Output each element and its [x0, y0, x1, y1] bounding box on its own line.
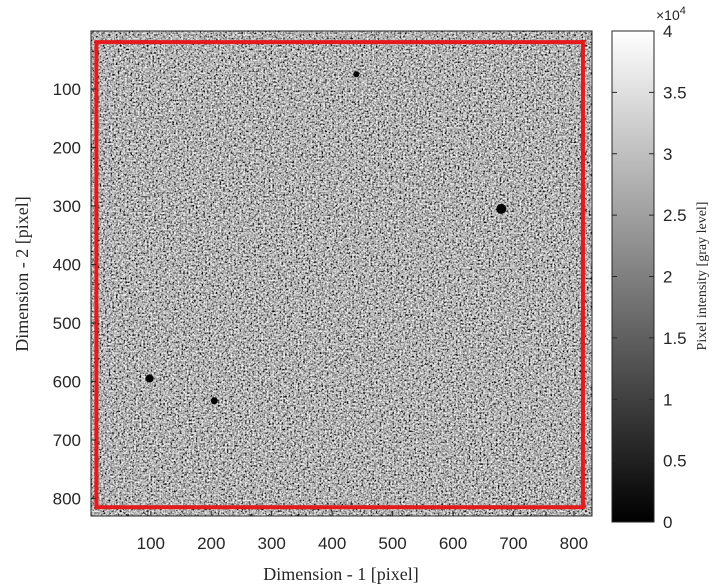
x-tick-label: 700: [499, 534, 527, 553]
x-tick-label: 200: [197, 534, 225, 553]
x-tick-label: 800: [560, 534, 588, 553]
colorbar-gradient: [611, 30, 655, 523]
y-tick-label: 100: [53, 80, 81, 99]
dark-spots: [145, 71, 507, 405]
y-tick-label: 500: [53, 314, 81, 333]
speckle-image: [91, 31, 592, 516]
colorbar-tick-label: 1.5: [663, 329, 687, 348]
x-tick-label: 400: [318, 534, 346, 553]
colorbar-label: Pixel intensity [gray level]: [695, 202, 710, 351]
dark-spot: [210, 397, 218, 405]
x-tick-label: 300: [258, 534, 286, 553]
colorbar-ticks: 0 0.5 1 1.5 2 2.5 3 3.5 4: [612, 22, 687, 532]
colorbar-tick-label: 4: [663, 22, 672, 41]
colorbar-tick-label: 2: [663, 268, 672, 287]
colorbar-multiplier: ×104: [656, 5, 686, 23]
image-area: [90, 30, 593, 517]
x-axis-ticks: 100 200 300 400 500 600 700 800: [137, 511, 588, 553]
dark-spot: [145, 374, 154, 383]
colorbar-tick-label: 3: [663, 145, 672, 164]
colorbar-tick-label: 2.5: [663, 206, 687, 225]
colorbar-multiplier-exponent: 4: [680, 5, 686, 17]
dark-spot: [353, 71, 360, 78]
y-axis-label: Dimension - 2 [pixel]: [12, 196, 32, 351]
y-tick-label: 800: [53, 489, 81, 508]
roi-rectangle: [94, 40, 585, 510]
colorbar: 0 0.5 1 1.5 2 2.5 3 3.5 4 ×104 Pixel intensity […: [611, 5, 710, 532]
y-tick-label: 200: [53, 138, 81, 157]
x-tick-label: 500: [378, 534, 406, 553]
x-tick-label: 100: [137, 534, 165, 553]
y-tick-label: 300: [53, 197, 81, 216]
x-axis-label: Dimension - 1 [pixel]: [263, 564, 418, 584]
y-tick-label: 600: [53, 372, 81, 391]
y-axis-ticks: 100 200 300 400 500 600 700 800: [53, 80, 96, 508]
colorbar-tick-label: 3.5: [663, 83, 687, 102]
colorbar-tick-label: 0: [663, 513, 672, 532]
y-tick-label: 700: [53, 431, 81, 450]
x-tick-label: 600: [439, 534, 467, 553]
image-frame: [90, 30, 593, 517]
dark-spot: [496, 203, 507, 214]
colorbar-tick-label: 0.5: [663, 452, 687, 471]
colorbar-tick-label: 1: [663, 390, 672, 409]
colorbar-multiplier-base: ×10: [656, 7, 680, 23]
y-tick-label: 400: [53, 255, 81, 274]
